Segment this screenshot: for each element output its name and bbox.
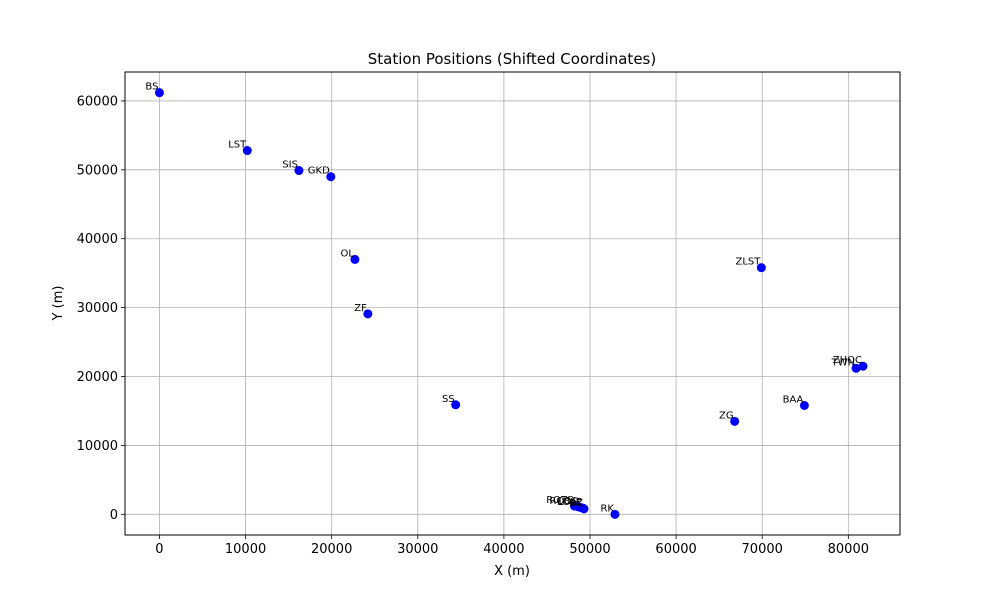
data-point-label: TWN (831, 357, 855, 368)
data-point (294, 166, 304, 176)
data-point (858, 361, 868, 371)
x-tick-label: 40000 (483, 542, 524, 557)
y-axis-label: Y (m) (51, 286, 66, 322)
data-point (799, 400, 809, 410)
data-point-label: GKD (308, 166, 330, 177)
data-point-label: ZLST (735, 257, 761, 268)
data-point (756, 263, 766, 273)
x-tick-label: 10000 (225, 542, 266, 557)
data-point-label: BS (145, 82, 158, 93)
data-point (154, 88, 164, 98)
y-tick-label: 40000 (77, 232, 118, 247)
data-point-label: ROSS (549, 496, 577, 507)
y-tick-label: 0 (110, 508, 118, 523)
x-tick-label: 80000 (828, 542, 869, 557)
data-point-label: LOG (559, 496, 580, 507)
data-point-label: ZHOC (833, 355, 862, 366)
data-point-label: BAA (783, 394, 804, 405)
data-point (326, 172, 336, 182)
y-tick-label: 10000 (77, 439, 118, 454)
data-point (851, 363, 861, 373)
data-point-label: SS (442, 394, 455, 405)
data-point-label: ZG (719, 410, 734, 421)
data-point (363, 309, 373, 319)
data-point-label: SIS (282, 160, 298, 171)
y-tick-label: 50000 (77, 163, 118, 178)
data-point-label: LOLE (557, 497, 582, 508)
y-tick-label: 30000 (77, 301, 118, 316)
y-tick-label: 20000 (77, 370, 118, 385)
x-tick-label: 30000 (397, 542, 438, 557)
chart-title: Station Positions (Shifted Coordinates) (368, 50, 656, 68)
data-point (730, 416, 740, 426)
data-point (579, 504, 589, 514)
grid (125, 72, 900, 535)
x-axis-label: X (m) (494, 564, 530, 579)
data-point-label: LST (228, 140, 247, 151)
data-point-label: RK (600, 503, 614, 514)
plot-frame (124, 71, 901, 536)
data-point (350, 254, 360, 264)
data-point-label: OL (340, 248, 354, 259)
x-tick-label: 60000 (655, 542, 696, 557)
data-point (610, 509, 620, 519)
x-tick-label: 70000 (742, 542, 783, 557)
data-point (451, 400, 461, 410)
data-point-label: ROTS (546, 495, 573, 506)
data-point-label: ZF (354, 303, 367, 314)
x-tick-label: 20000 (311, 542, 352, 557)
data-point-label: BZ (569, 498, 583, 509)
x-tick-label: 0 (155, 542, 163, 557)
x-tick-label: 50000 (569, 542, 610, 557)
data-points (154, 88, 868, 519)
axis-ticks: 0 10000 20000 30000 40000 50000 60000 70000 8000… (77, 94, 869, 557)
y-tick-label: 60000 (77, 94, 118, 109)
data-point (242, 146, 252, 156)
